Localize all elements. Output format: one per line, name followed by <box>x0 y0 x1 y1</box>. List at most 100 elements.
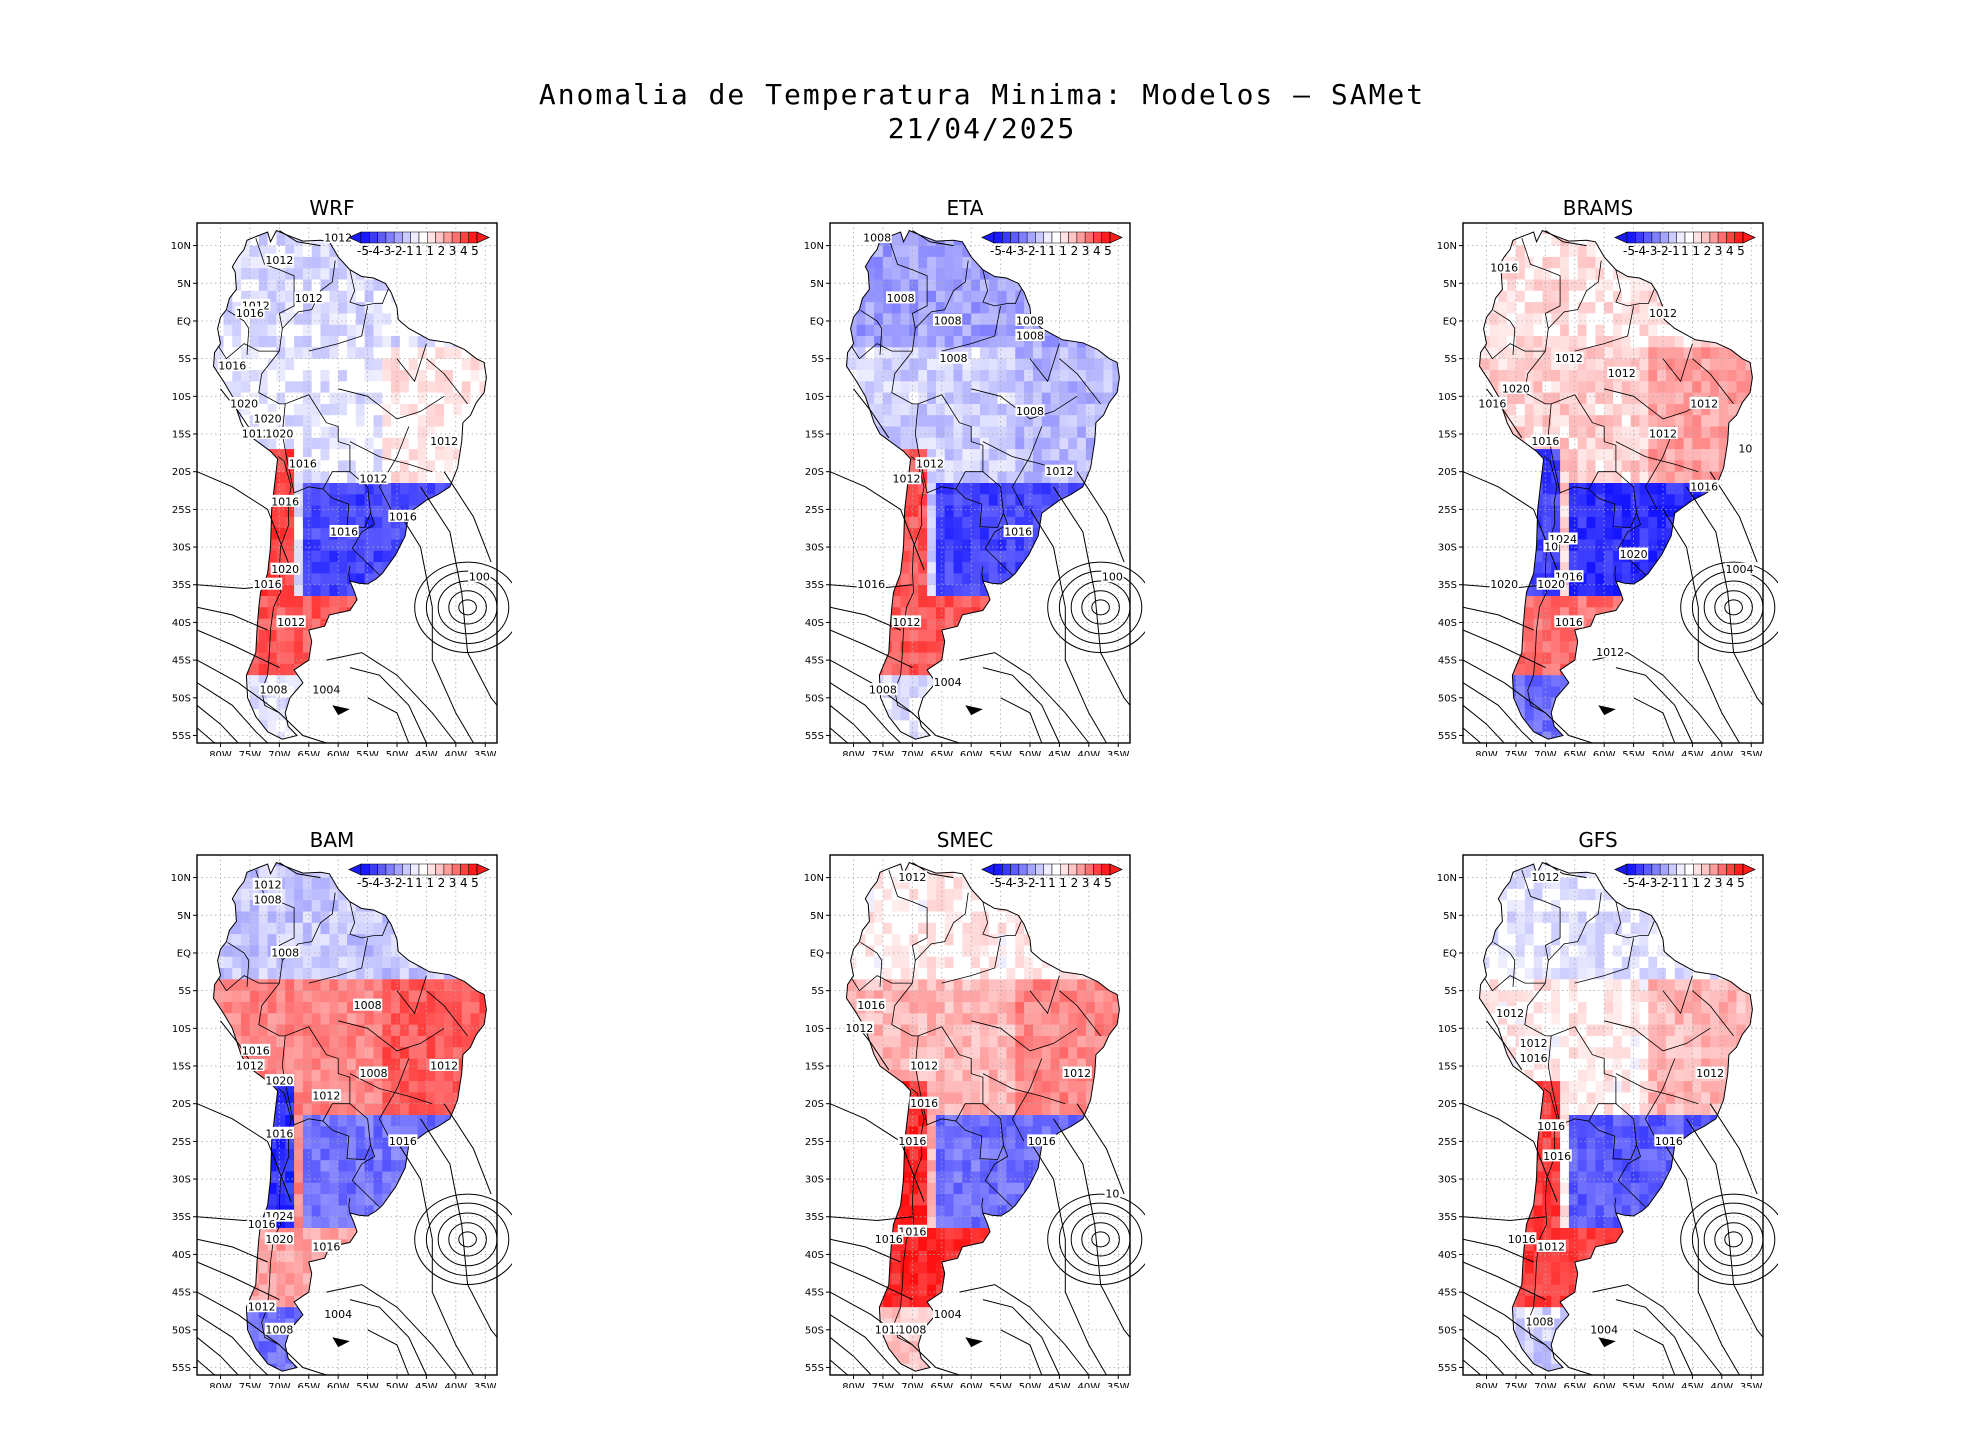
anomaly-cell <box>1463 664 1472 676</box>
anomaly-cell <box>988 336 999 348</box>
anomaly-cell <box>1754 483 1763 495</box>
anomaly-cell <box>213 370 216 382</box>
anomaly-cell <box>223 381 233 394</box>
anomaly-cell <box>1103 392 1113 405</box>
anomaly-cell <box>1657 268 1667 281</box>
anomaly-cell <box>1533 336 1543 348</box>
anomaly-cell <box>470 607 480 620</box>
anomaly-cell <box>847 573 857 586</box>
anomaly-cell <box>1524 516 1535 529</box>
anomaly-cell <box>997 324 1007 337</box>
anomaly-cell <box>1480 290 1490 303</box>
anomaly-cell <box>232 245 242 258</box>
anomaly-cell <box>1006 358 1016 371</box>
anomaly-cell <box>1604 381 1614 394</box>
anomaly-cell <box>1463 596 1472 608</box>
colorbar: -5 -4 -3 -2 -1 1 1 2 3 4 5 <box>348 231 490 258</box>
anomaly-cell <box>355 381 366 394</box>
anomaly-cell <box>1068 483 1078 495</box>
anomaly-cell <box>1015 709 1025 721</box>
anomaly-cell <box>944 562 955 574</box>
anomaly-cell <box>1507 471 1517 484</box>
anomaly-cell <box>355 607 366 620</box>
anomaly-cell <box>408 358 419 371</box>
anomaly-cell <box>213 381 216 394</box>
anomaly-cell <box>1121 291 1130 303</box>
anomaly-cell <box>1639 290 1649 303</box>
border-line <box>426 358 468 405</box>
anomaly-cell <box>900 302 910 314</box>
anomaly-cell <box>1577 324 1588 337</box>
anomaly-cell <box>444 381 454 394</box>
anomaly-cell <box>1112 663 1120 676</box>
anomaly-cell <box>1515 596 1526 608</box>
anomaly-cell <box>1479 516 1482 529</box>
anomaly-cell <box>830 427 839 439</box>
isobar-label: 100 <box>469 571 490 584</box>
anomaly-cell <box>320 596 330 608</box>
anomaly-cell <box>1498 686 1508 699</box>
anomaly-cell <box>347 449 357 461</box>
anomaly-cell <box>830 268 839 280</box>
anomaly-cell <box>1463 709 1472 721</box>
anomaly-cell <box>435 584 445 597</box>
anomaly-cell <box>909 279 919 292</box>
anomaly-cell <box>935 641 946 654</box>
anomaly-cell <box>830 562 839 574</box>
anomaly-cell <box>364 505 374 518</box>
anomaly-cell <box>918 234 928 247</box>
anomaly-cell <box>1533 358 1543 371</box>
anomaly-cell <box>1507 347 1517 360</box>
isobar-label-bg <box>886 291 916 304</box>
anomaly-cell <box>1121 506 1130 518</box>
anomaly-cell <box>1077 471 1087 484</box>
anomaly-cell <box>1621 596 1632 608</box>
colorbar-swatch <box>418 231 428 244</box>
anomaly-cell <box>865 245 875 258</box>
anomaly-cell <box>488 664 497 676</box>
anomaly-cell <box>452 268 463 281</box>
anomaly-cell <box>399 324 410 337</box>
anomaly-cell <box>1489 415 1499 428</box>
anomaly-cell <box>488 223 497 235</box>
anomaly-cell <box>962 675 972 688</box>
anomaly-cell <box>935 528 946 541</box>
isobar-line <box>982 667 1060 744</box>
anomaly-cell <box>241 324 251 337</box>
anomaly-cell <box>1479 336 1482 348</box>
anomaly-cell <box>373 415 383 428</box>
anomaly-cell <box>1463 494 1472 506</box>
anomaly-cell <box>1463 359 1472 371</box>
colorbar-swatch <box>1084 231 1094 244</box>
anomaly-cell <box>1041 449 1052 461</box>
anomaly-cell <box>1710 313 1720 326</box>
anomaly-cell <box>1032 392 1043 405</box>
anomaly-cell <box>444 403 454 416</box>
anomaly-cell <box>1533 641 1543 654</box>
anomaly-cell <box>302 573 313 586</box>
anomaly-cell <box>971 392 981 405</box>
anomaly-cell <box>988 573 999 586</box>
anomaly-cell <box>856 449 866 461</box>
anomaly-cell <box>347 403 357 416</box>
anomaly-cell <box>1621 279 1632 292</box>
anomaly-cell <box>1745 403 1753 416</box>
anomaly-cell <box>988 279 999 292</box>
anomaly-cell <box>338 370 348 382</box>
anomaly-cell <box>338 618 348 631</box>
anomaly-cell <box>408 731 419 740</box>
anomaly-cell <box>373 709 383 721</box>
anomaly-cell <box>1710 370 1720 382</box>
anomaly-cell <box>891 607 902 620</box>
anomaly-cell <box>258 437 269 450</box>
anomaly-cell <box>311 731 322 740</box>
anomaly-cell <box>320 539 330 552</box>
anomaly-cell <box>891 268 902 281</box>
anomaly-cell <box>1692 471 1702 484</box>
anomaly-cell <box>1068 584 1078 597</box>
anomaly-cell <box>1050 663 1060 676</box>
anomaly-cell <box>1085 290 1096 303</box>
anomaly-cell <box>1041 347 1052 360</box>
anomaly-cell <box>891 245 902 258</box>
anomaly-cell <box>1754 472 1763 484</box>
